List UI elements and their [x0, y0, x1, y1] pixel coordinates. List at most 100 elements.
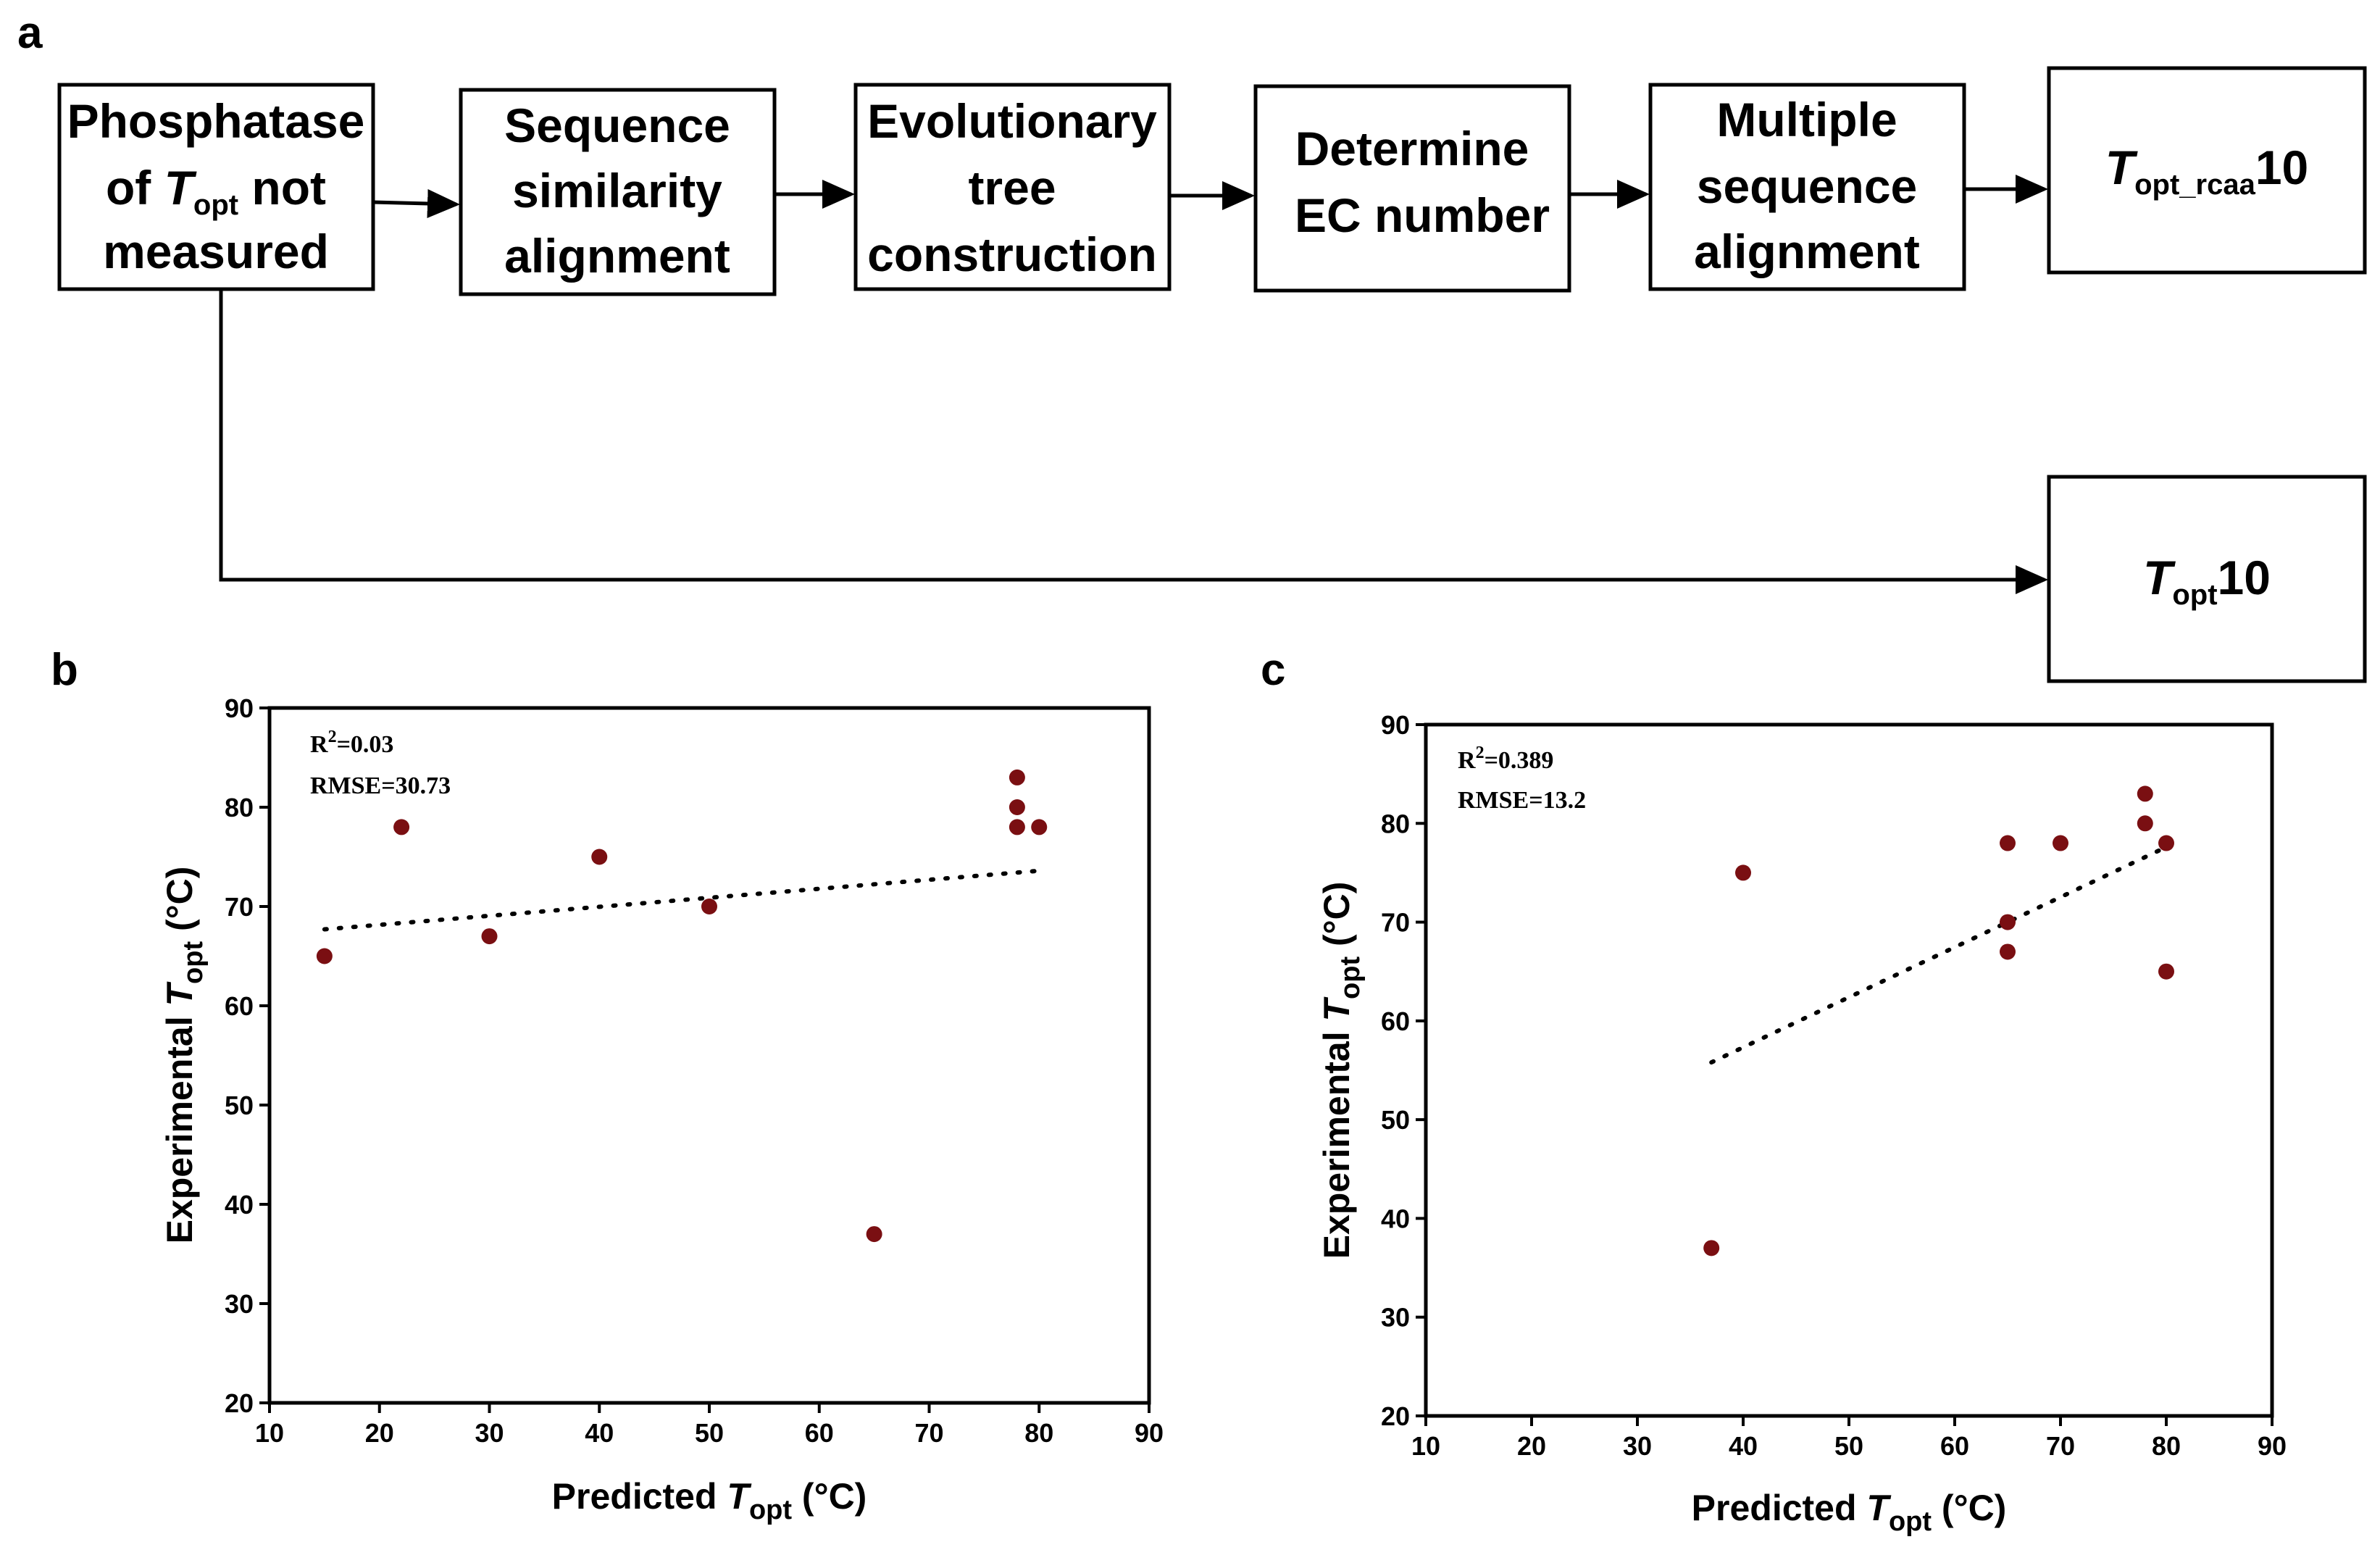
t-symbol: T: [1316, 996, 1357, 1022]
y-tick-label: 40: [225, 1190, 254, 1220]
box-line: alignment: [504, 229, 730, 283]
box-line: Evolutionary: [867, 94, 1157, 148]
points-layer: [1703, 785, 2174, 1256]
data-point: [316, 948, 333, 964]
data-point: [591, 849, 608, 865]
y-tick-label: 40: [1381, 1204, 1410, 1233]
box-text-part: of: [106, 161, 164, 214]
panel-a-flowchart: a Phosphatase of Topt not measured Seque…: [17, 8, 2367, 683]
x-tick-label: 30: [475, 1418, 504, 1448]
rmse-label: RMSE=30.73: [310, 772, 451, 799]
box-line: tree: [968, 161, 1056, 214]
data-point: [1703, 1240, 1720, 1256]
x-tick-label: 20: [1517, 1431, 1546, 1461]
y-tick-label: 80: [1381, 809, 1410, 838]
y-tick-label: 90: [1381, 710, 1410, 740]
box-topt-rcaa10: Topt_rcaa10: [2047, 66, 2367, 275]
x-axis-title: Predicted Topt (°C): [1692, 1488, 2007, 1537]
x-tick-label: 70: [914, 1418, 943, 1448]
panel-a-letter: a: [17, 8, 43, 58]
t-subscript: opt: [2172, 579, 2217, 611]
x-tick-label: 20: [365, 1418, 394, 1448]
x-tick-label: 70: [2046, 1431, 2075, 1461]
x-tick-label: 50: [695, 1418, 724, 1448]
y-tick-label: 80: [225, 793, 254, 822]
axis-title-part: (°C): [159, 867, 200, 941]
r-squared-value: =0.03: [337, 731, 394, 758]
panel-c-letter: c: [1261, 645, 1285, 695]
data-point: [866, 1226, 882, 1243]
data-point: [2137, 785, 2153, 802]
points-layer: [316, 769, 1048, 1243]
t-symbol: T: [727, 1476, 752, 1517]
data-point: [2000, 914, 2016, 930]
r-squared-sup: 2: [1476, 743, 1485, 762]
data-point: [2137, 815, 2153, 832]
x-tick-label: 90: [1135, 1418, 1164, 1448]
box-evolutionary-tree-construction: Evolutionary tree construction: [853, 83, 1172, 291]
t-subscript: opt: [193, 189, 238, 221]
box-line: construction: [867, 228, 1157, 281]
data-point: [2000, 835, 2016, 851]
x-tick-label: 80: [1024, 1418, 1053, 1448]
y-tick-label: 60: [1381, 1006, 1410, 1036]
box-frame: [2047, 66, 2367, 275]
data-point: [2158, 835, 2174, 851]
t-subscript: opt: [1335, 956, 1366, 999]
y-tick-label: 70: [1381, 908, 1410, 938]
x-tick-label: 10: [1411, 1431, 1440, 1461]
box-line: alignment: [1694, 225, 1920, 278]
box-line: Sequence: [504, 99, 730, 152]
data-point: [1735, 864, 1751, 881]
y-tick-label: 20: [1381, 1401, 1410, 1431]
y-tick-label: 50: [1381, 1105, 1410, 1135]
r-letter: R: [1458, 747, 1476, 774]
box-frame: [459, 88, 777, 296]
axis-title-part: (°C): [1932, 1488, 2006, 1528]
box-line: Multiple: [1716, 93, 1897, 146]
x-axis: 10 20 30 40 50 60 70 80 90: [255, 1403, 1164, 1448]
topt-rcaa10-label: Topt_rcaa10: [2105, 141, 2309, 201]
axis-title-part: Predicted: [552, 1476, 727, 1517]
data-point: [1009, 819, 1025, 835]
box-sequence-similarity-alignment: Sequence similarity alignment: [459, 88, 777, 296]
r-squared-label: R2=0.03: [310, 728, 393, 758]
data-point: [2053, 835, 2068, 851]
x-tick-label: 30: [1623, 1431, 1652, 1461]
box-line: Determine: [1295, 122, 1529, 175]
y-tick-label: 30: [225, 1289, 254, 1319]
data-point: [701, 899, 717, 914]
box-line: Phosphatase: [67, 94, 365, 148]
y-axis: 20 30 40 50 60 70 80 90: [225, 693, 270, 1418]
t-symbol: T: [2105, 141, 2138, 194]
box-topt10: Topt10: [2047, 475, 2367, 683]
box-text-part: not: [238, 161, 326, 214]
box-frame: [1253, 84, 1571, 293]
axis-title-part: (°C): [792, 1476, 867, 1517]
r-squared-sup: 2: [328, 728, 337, 746]
t-symbol: T: [164, 161, 197, 214]
t-symbol: T: [159, 981, 200, 1006]
t-subscript: opt_rcaa: [2134, 169, 2255, 201]
box-line: similarity: [512, 164, 722, 217]
r-squared-label: R2=0.389: [1458, 743, 1553, 774]
box-line: sequence: [1697, 159, 1917, 213]
data-point: [1031, 819, 1048, 835]
y-tick-label: 70: [225, 892, 254, 922]
x-tick-label: 40: [1729, 1431, 1758, 1461]
y-axis-title: Experimental Topt (°C): [159, 867, 209, 1244]
y-tick-label: 30: [1381, 1303, 1410, 1333]
data-point: [481, 928, 498, 945]
trend-line: [322, 868, 1042, 932]
x-tick-label: 40: [585, 1418, 614, 1448]
axis-title-part: Predicted: [1692, 1488, 1867, 1528]
data-point: [1009, 799, 1025, 815]
x-tick-label: 80: [2152, 1431, 2181, 1461]
y-axis-title: Experimental Topt (°C): [1316, 882, 1366, 1259]
data-point: [1009, 769, 1025, 785]
x-axis-title: Predicted Topt (°C): [552, 1476, 867, 1525]
x-axis: 10 20 30 40 50 60 70 80 90: [1411, 1416, 2287, 1461]
